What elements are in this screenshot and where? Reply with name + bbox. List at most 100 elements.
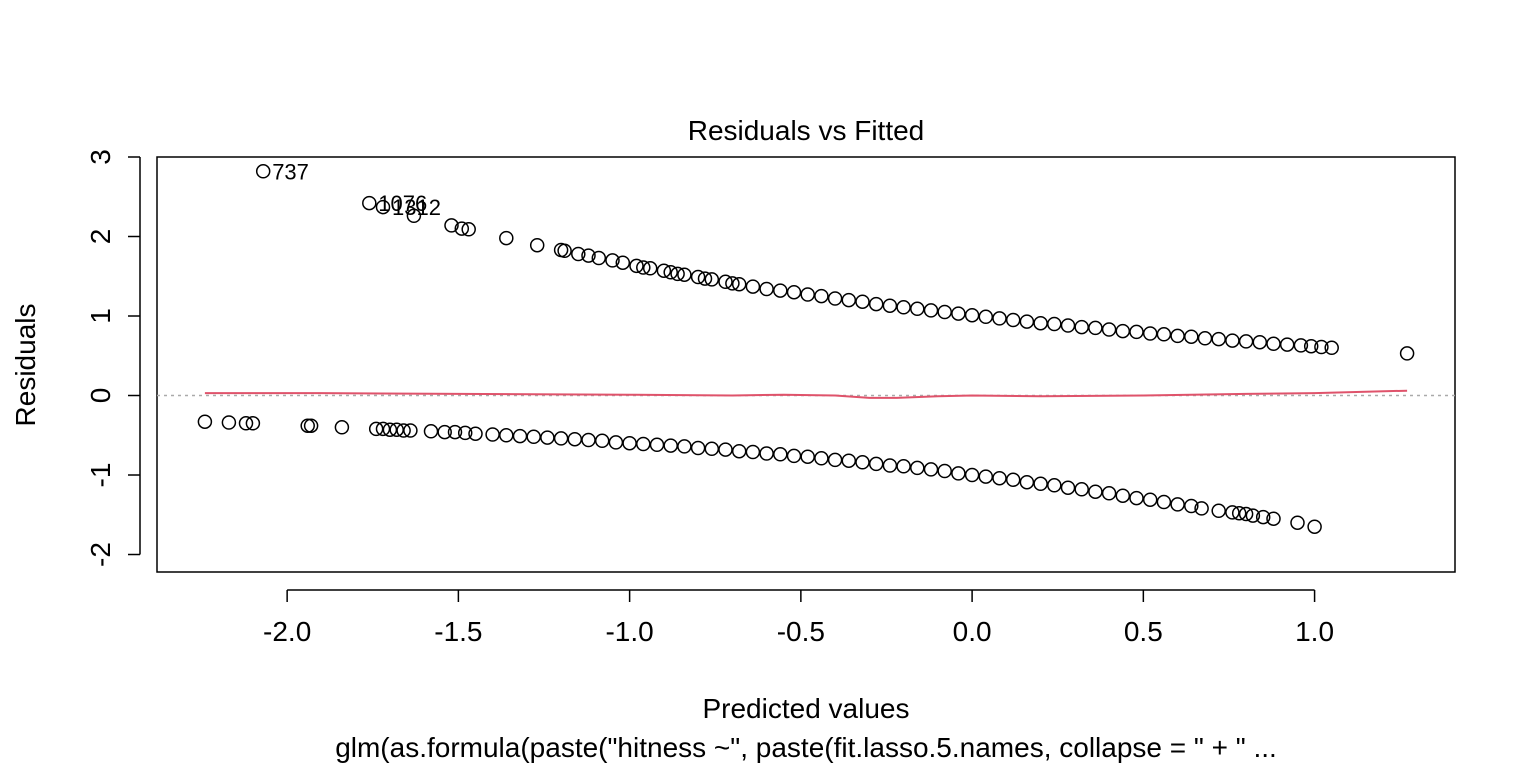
data-point <box>704 272 720 287</box>
data-point <box>1211 331 1226 347</box>
data-point <box>1074 482 1089 497</box>
data-point <box>1184 498 1199 514</box>
data-point <box>581 248 596 263</box>
data-point <box>1245 508 1261 523</box>
data-point <box>670 266 685 282</box>
data-point <box>800 287 815 302</box>
data-point <box>1033 476 1048 492</box>
data-point <box>362 195 377 211</box>
data-point <box>1279 337 1295 352</box>
data-point <box>978 469 994 484</box>
data-point <box>605 253 620 268</box>
data-point <box>1238 334 1254 349</box>
data-point <box>594 433 610 449</box>
data-point <box>1074 319 1089 335</box>
data-point <box>704 441 720 457</box>
data-points-layer <box>197 164 1415 534</box>
plot-frame <box>156 156 1456 573</box>
data-point <box>841 292 857 308</box>
data-point <box>1252 334 1268 350</box>
data-point <box>1290 515 1305 530</box>
data-point <box>1060 480 1076 495</box>
data-point <box>437 424 452 440</box>
y-axis-label: Residuals <box>10 304 41 427</box>
data-point <box>1033 315 1048 331</box>
data-point <box>571 246 586 262</box>
data-point <box>923 462 939 477</box>
data-point <box>841 453 857 468</box>
data-point <box>731 443 747 459</box>
data-point <box>300 418 315 433</box>
y-tick-label: 0 <box>85 388 116 404</box>
data-point <box>1101 486 1117 501</box>
y-axis: -2 -1 0 1 2 3 <box>85 149 141 567</box>
x-tick-label: -1.5 <box>434 616 482 647</box>
data-point <box>581 432 596 448</box>
data-point <box>303 418 319 433</box>
x-axis-label: Predicted values <box>702 693 909 724</box>
data-point <box>1142 492 1158 507</box>
smoother-layer <box>204 389 1408 399</box>
data-point <box>923 303 939 318</box>
data-point <box>773 447 788 462</box>
data-point <box>468 426 483 441</box>
data-point <box>238 416 254 431</box>
data-point <box>526 429 541 445</box>
x-tick-label: -0.5 <box>777 616 825 647</box>
data-point <box>485 427 500 442</box>
data-point <box>814 288 829 304</box>
data-point <box>1184 329 1199 344</box>
data-point <box>910 460 925 476</box>
data-point <box>1047 316 1062 332</box>
data-point <box>1047 478 1062 493</box>
data-point <box>615 255 631 270</box>
data-point <box>827 291 843 306</box>
data-point <box>1211 503 1226 519</box>
data-point <box>718 274 733 290</box>
data-point <box>745 444 761 460</box>
data-point <box>937 304 952 320</box>
data-point <box>1170 328 1185 344</box>
data-point <box>951 466 966 481</box>
data-point <box>1266 511 1281 526</box>
point-label: 1312 <box>392 195 441 220</box>
data-point <box>1129 490 1144 506</box>
data-point <box>896 300 911 315</box>
data-point <box>745 279 761 294</box>
data-point <box>855 455 870 470</box>
data-point <box>636 260 651 275</box>
data-point <box>221 415 237 430</box>
data-point <box>1170 497 1185 512</box>
data-point <box>786 448 802 464</box>
x-tick-label: 1.0 <box>1295 616 1334 647</box>
data-point <box>1019 314 1035 329</box>
data-point <box>1142 326 1158 341</box>
data-point <box>557 243 572 259</box>
data-point <box>1060 318 1076 333</box>
data-point <box>245 416 261 431</box>
data-point <box>1156 327 1172 342</box>
data-point <box>882 458 898 473</box>
chart-subtitle: glm(as.formula(paste("hitness ~", paste(… <box>335 732 1277 763</box>
data-point <box>1088 320 1103 336</box>
data-point <box>622 435 637 451</box>
data-point <box>461 222 476 237</box>
data-point <box>1088 484 1103 499</box>
data-point <box>375 199 391 215</box>
data-point <box>827 452 843 468</box>
data-point <box>1005 472 1021 488</box>
data-point <box>406 208 422 224</box>
data-point <box>731 276 747 292</box>
data-point <box>759 281 774 297</box>
point-label: 1076 <box>378 191 427 216</box>
data-point <box>334 420 350 435</box>
data-point <box>992 311 1007 326</box>
data-point <box>1225 505 1240 520</box>
data-point <box>1303 338 1319 354</box>
data-point <box>197 414 213 429</box>
data-point <box>1399 346 1415 361</box>
data-point <box>454 221 470 236</box>
point-label: 737 <box>272 159 309 184</box>
data-point <box>882 298 898 313</box>
